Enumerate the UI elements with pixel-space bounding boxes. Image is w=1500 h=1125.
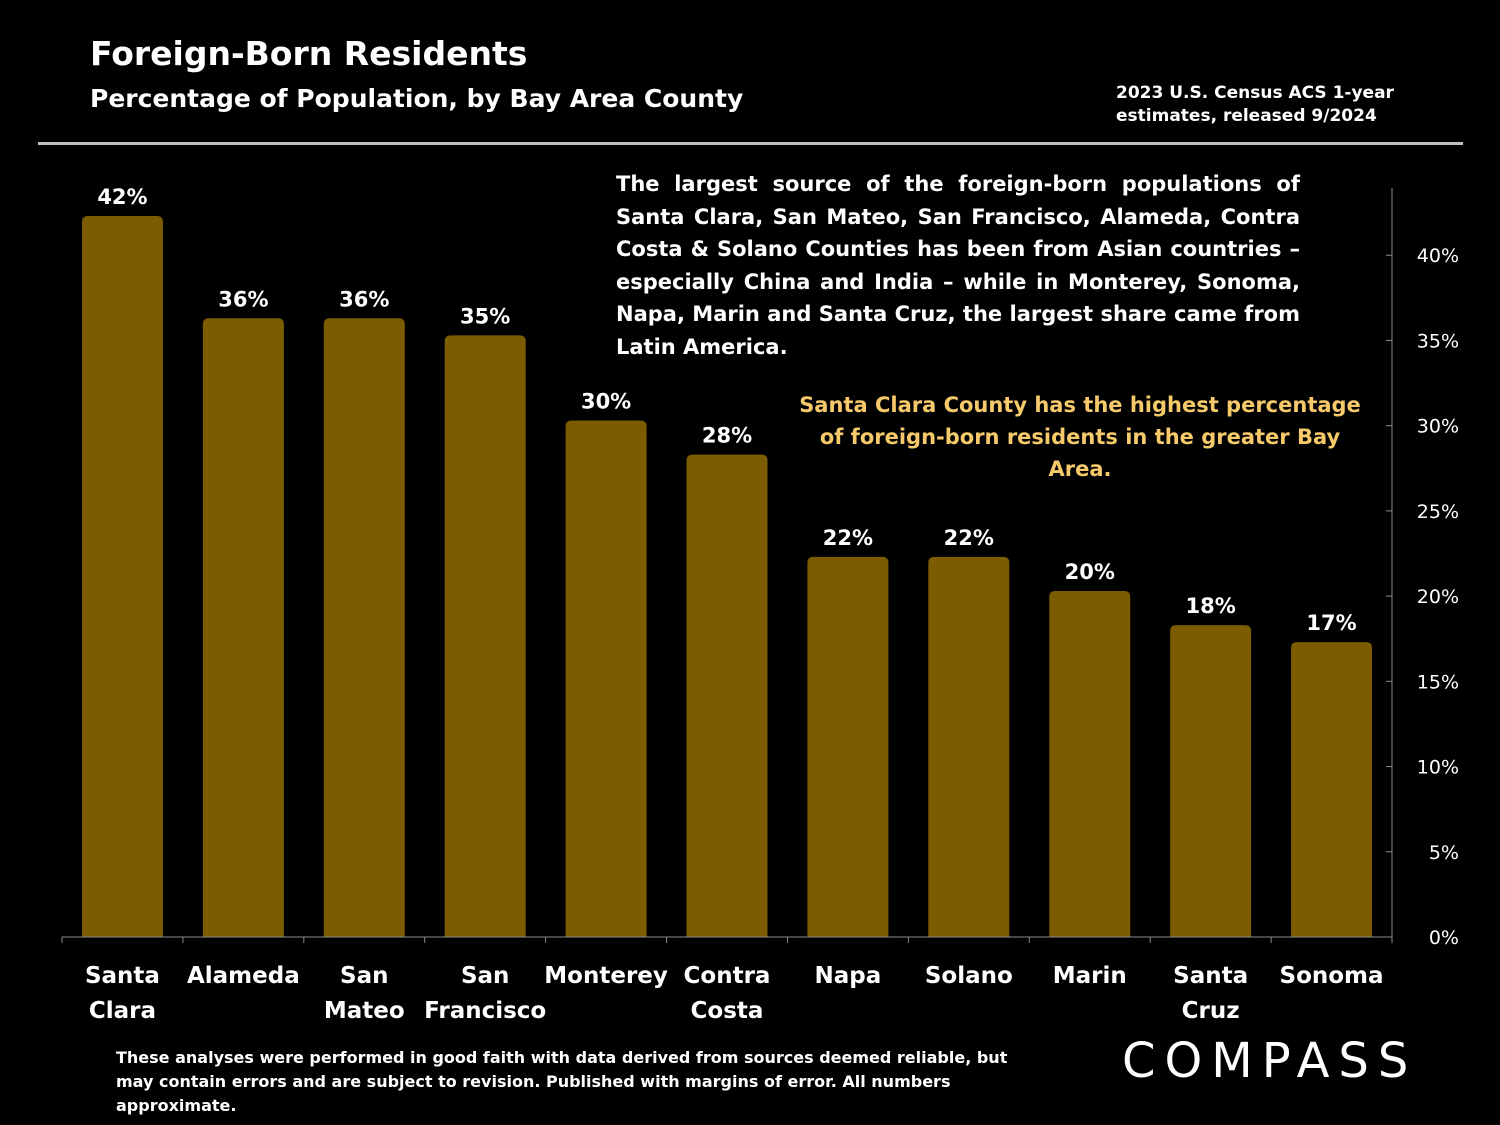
y-tick-label: 20% xyxy=(1417,586,1459,608)
category-label: Santa Cruz xyxy=(1173,963,1248,1024)
data-label: 22% xyxy=(823,526,873,550)
bar xyxy=(323,318,405,938)
y-tick-label: 30% xyxy=(1417,416,1459,438)
data-label: 42% xyxy=(97,185,147,209)
category-label: Napa xyxy=(815,963,882,989)
bar xyxy=(1291,642,1373,937)
data-label: 17% xyxy=(1306,611,1356,635)
category-label: Monterey xyxy=(544,963,668,989)
highlight-callout: Santa Clara County has the highest perce… xyxy=(799,393,1361,481)
data-label: 20% xyxy=(1065,560,1115,584)
category-label: Santa Clara xyxy=(85,963,160,1024)
y-tick-label: 25% xyxy=(1417,501,1459,523)
chart-subtitle: Percentage of Population, by Bay Area Co… xyxy=(90,84,744,113)
category-label: Alameda xyxy=(187,963,300,989)
bar xyxy=(928,556,1010,937)
data-label: 36% xyxy=(339,287,389,311)
category-label: Marin xyxy=(1053,963,1127,989)
disclaimer: These analyses were performed in good fa… xyxy=(116,1048,1008,1115)
y-tick-label: 40% xyxy=(1417,245,1459,267)
axis-layer xyxy=(61,188,1393,943)
data-label: 36% xyxy=(218,287,268,311)
category-label: Sonoma xyxy=(1280,963,1384,989)
data-label: 28% xyxy=(702,424,752,448)
bar xyxy=(444,335,526,937)
bar xyxy=(81,216,163,937)
y-tick-label: 5% xyxy=(1429,842,1459,864)
y-tick-label: 15% xyxy=(1417,671,1459,693)
y-tick-label: 35% xyxy=(1417,330,1459,352)
data-label: 30% xyxy=(581,390,631,414)
y-tick-label: 10% xyxy=(1417,757,1459,779)
data-label: 18% xyxy=(1186,594,1236,618)
annotation-text: The largest source of the foreign-born p… xyxy=(616,172,1300,359)
bar xyxy=(565,420,647,937)
header-divider xyxy=(38,142,1463,145)
data-label: 35% xyxy=(460,304,510,328)
bar xyxy=(202,318,284,938)
labels-layer: 42% Santa Clara 36% Alameda 36% San Mateo 35% San… xyxy=(85,185,1459,1024)
bar xyxy=(1049,590,1131,937)
category-label: Contra Costa xyxy=(684,963,771,1024)
data-label: 22% xyxy=(944,526,994,550)
y-tick-label: 0% xyxy=(1429,927,1459,949)
category-label: San Francisco xyxy=(424,963,546,1024)
category-label: Solano xyxy=(925,963,1013,989)
bar xyxy=(686,454,768,937)
chart-title: Foreign-Born Residents xyxy=(90,34,528,73)
bar xyxy=(1170,625,1252,937)
source-note: 2023 U.S. Census ACS 1-year estimates, r… xyxy=(1116,83,1394,126)
compass-logo: COMPASS xyxy=(1122,1033,1418,1089)
bar xyxy=(807,556,889,937)
bars-layer xyxy=(81,216,1373,938)
category-label: San Mateo xyxy=(324,963,405,1024)
